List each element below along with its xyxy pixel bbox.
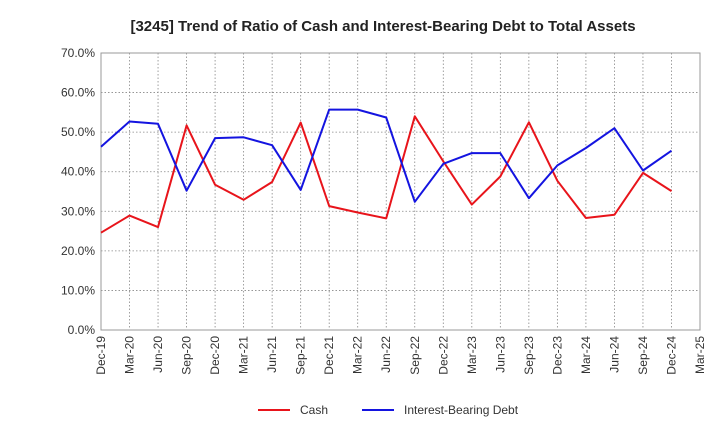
x-tick-label: Jun-21 xyxy=(265,336,279,373)
series-line-cash xyxy=(100,115,673,234)
x-tick-label: Dec-21 xyxy=(322,336,336,375)
y-tick-label: 30.0% xyxy=(61,204,95,218)
x-tick-label: Dec-23 xyxy=(550,336,564,375)
x-tick-label: Mar-25 xyxy=(693,336,707,374)
y-tick-label: 70.0% xyxy=(61,46,95,60)
y-tick-label: 60.0% xyxy=(61,86,95,100)
x-tick-label: Dec-22 xyxy=(436,336,450,375)
legend: Cash Interest-Bearing Debt xyxy=(258,403,519,417)
x-tick-label: Sep-20 xyxy=(180,336,194,375)
x-tick-label: Mar-21 xyxy=(237,336,251,374)
y-tick-label: 20.0% xyxy=(61,244,95,258)
chart-title: [3245] Trend of Ratio of Cash and Intere… xyxy=(130,18,635,35)
x-tick-label: Sep-22 xyxy=(408,336,422,375)
x-tick-label: Sep-23 xyxy=(522,336,536,375)
plot-background xyxy=(101,53,700,330)
x-tick-label: Mar-24 xyxy=(579,336,593,374)
x-tick-label: Dec-19 xyxy=(94,336,108,375)
legend-label-interest-bearing-debt: Interest-Bearing Debt xyxy=(404,403,519,417)
series-line-interest-bearing-debt xyxy=(100,108,673,203)
x-tick-label: Jun-24 xyxy=(607,336,621,373)
x-tick-label: Sep-21 xyxy=(294,336,308,375)
legend-label-cash: Cash xyxy=(300,403,328,417)
x-tick-label: Jun-22 xyxy=(379,336,393,373)
x-tick-label: Jun-23 xyxy=(493,336,507,373)
x-tick-label: Mar-20 xyxy=(123,336,137,374)
plot-frame xyxy=(100,52,701,331)
x-tick-label: Mar-23 xyxy=(465,336,479,374)
y-tick-label: 0.0% xyxy=(68,323,96,337)
y-tick-label: 10.0% xyxy=(61,283,95,297)
y-tick-label: 50.0% xyxy=(61,125,95,139)
x-tick-label: Dec-24 xyxy=(664,336,678,375)
x-tick-label: Dec-20 xyxy=(208,336,222,375)
plot-area: 0.0% 10.0% 20.0% 30.0% 40.0% 50.0% 60.0% 70.0% D… xyxy=(61,46,707,375)
x-tick-label: Jun-20 xyxy=(151,336,165,373)
x-tick-label: Mar-22 xyxy=(351,336,365,374)
y-tick-label: 40.0% xyxy=(61,165,95,179)
x-tick-label: Sep-24 xyxy=(636,336,650,375)
